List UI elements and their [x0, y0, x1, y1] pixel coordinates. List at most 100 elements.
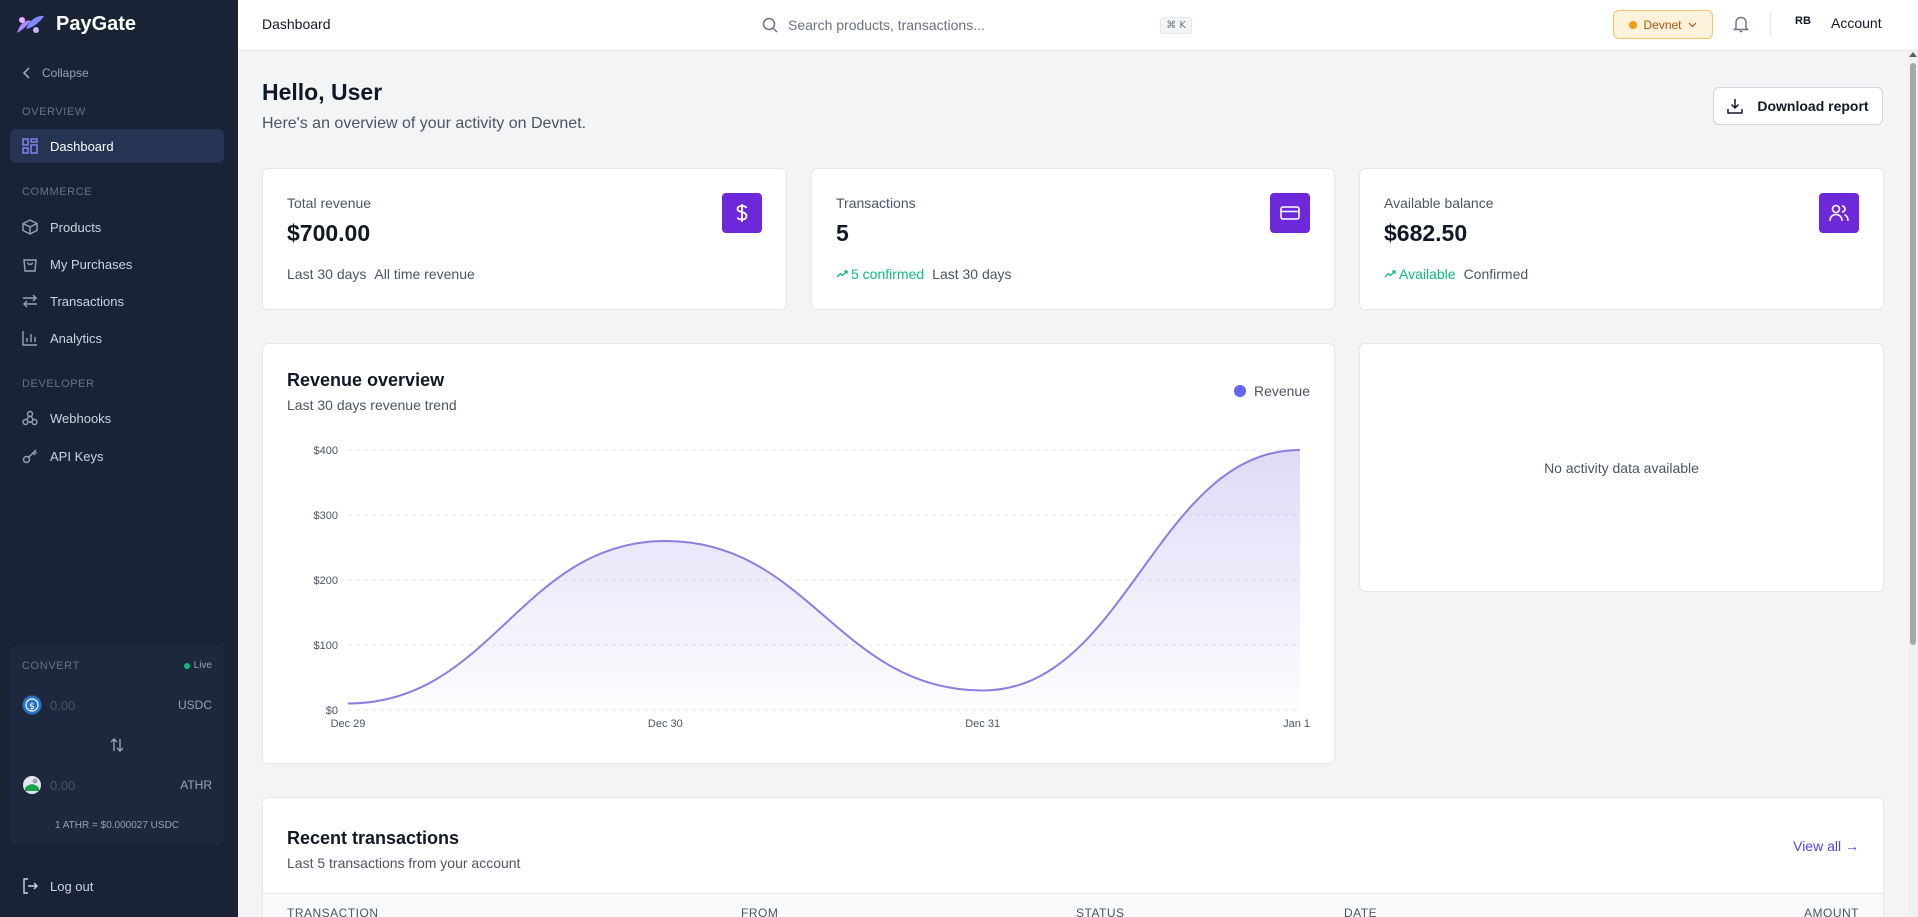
sidebar-item-label: Products — [50, 219, 102, 235]
network-dot-icon — [1629, 20, 1638, 29]
activity-empty-text: No activity data available — [1544, 460, 1699, 476]
stat-value: 5 — [836, 220, 849, 246]
sidebar-item-dashboard[interactable]: Dashboard — [10, 129, 224, 163]
revenue-area — [348, 450, 1300, 710]
column-header-amount[interactable]: AMOUNT — [1804, 906, 1859, 917]
logout-icon — [23, 878, 38, 894]
convert-to-amount[interactable]: 0.00 — [50, 777, 76, 793]
sidebar-item-label: Dashboard — [50, 138, 114, 154]
sidebar-item-label: Analytics — [50, 330, 103, 346]
sidebar-item-webhooks[interactable]: Webhooks — [10, 401, 224, 435]
logout-button[interactable]: Log out — [22, 878, 93, 894]
trending-up-icon — [1384, 270, 1396, 278]
svg-text:$: $ — [29, 702, 35, 712]
chart-legend: Revenue — [1233, 383, 1310, 399]
stat-label: Available balance — [1384, 195, 1494, 211]
live-status: Live — [183, 660, 212, 671]
stat-foot-primary: Last 30 days — [287, 266, 367, 282]
download-label: Download report — [1757, 98, 1869, 114]
stat-label: Transactions — [836, 195, 916, 211]
shopping-bag-icon — [23, 259, 37, 272]
transactions-subtitle: Last 5 transactions from your account — [287, 855, 521, 871]
stat-footer: Available Confirmed — [1384, 266, 1528, 282]
sidebar-item-products[interactable]: Products — [10, 210, 224, 244]
sidebar-item-transactions[interactable]: Transactions — [10, 284, 224, 318]
column-header-transaction[interactable]: TRANSACTION — [287, 906, 379, 917]
y-tick-label: $400 — [314, 445, 338, 457]
download-report-button[interactable]: Download report — [1713, 87, 1883, 125]
section-label-developer: DEVELOPER — [22, 378, 95, 390]
section-label-commerce: COMMERCE — [22, 186, 93, 198]
live-dot-icon — [183, 662, 190, 669]
notification-bell-icon[interactable] — [1733, 15, 1749, 33]
sidebar-item-analytics[interactable]: Analytics — [10, 321, 224, 355]
revenue-line — [347, 449, 1301, 705]
stat-icon-box — [1270, 193, 1310, 233]
activity-card: No activity data available — [1359, 343, 1884, 592]
trending-up-icon — [836, 270, 848, 278]
collapse-button[interactable]: Collapse — [22, 66, 89, 80]
y-tick-label: $200 — [314, 575, 338, 587]
stat-footer: Last 30 days All time revenue — [287, 266, 475, 282]
x-tick-label: Jan 1 — [1283, 718, 1310, 730]
convert-label: CONVERT — [22, 660, 80, 672]
stat-value: $682.50 — [1384, 220, 1468, 246]
x-tick-label: Dec 29 — [331, 718, 366, 730]
dashboard-icon — [22, 138, 38, 154]
avatar[interactable]: RB — [1795, 15, 1811, 27]
stat-label: Total revenue — [287, 195, 372, 211]
stat-foot-secondary: Last 30 days — [932, 266, 1012, 282]
stat-card-available-balance: Available balance $682.50 Available Conf… — [1359, 168, 1884, 310]
convert-to-row[interactable]: 0.00 ATHR — [22, 770, 212, 800]
download-icon — [1727, 99, 1744, 114]
search-input[interactable]: Search products, transactions... — [788, 17, 985, 33]
transactions-table-header: TRANSACTION FROM STATUS DATE AMOUNT — [263, 893, 1883, 917]
athr-coin-icon — [23, 776, 41, 794]
stat-foot-secondary: Confirmed — [1463, 266, 1529, 282]
view-all-link[interactable]: View all → — [1793, 838, 1859, 854]
chart-title: Revenue overview — [287, 370, 445, 390]
network-selector[interactable]: Devnet — [1613, 10, 1713, 39]
exchange-rate: 1 ATHR = $0.000027 USDC — [54, 820, 180, 831]
x-tick-label: Dec 30 — [648, 718, 683, 730]
column-header-from[interactable]: FROM — [741, 906, 779, 917]
sidebar-item-label: Webhooks — [50, 410, 112, 426]
dollar-icon — [736, 204, 748, 222]
convert-to-currency[interactable]: ATHR — [180, 778, 212, 792]
box-icon — [22, 219, 38, 235]
column-header-status[interactable]: STATUS — [1076, 906, 1125, 917]
chevron-left-icon — [22, 67, 30, 79]
recent-transactions-card: Recent transactions Last 5 transactions … — [262, 797, 1884, 917]
convert-from-row[interactable]: $ 0.00 USDC — [22, 690, 212, 720]
chart-subtitle: Last 30 days revenue trend — [287, 397, 457, 413]
chevron-down-icon — [1688, 22, 1696, 27]
brand[interactable]: PayGate — [14, 11, 136, 37]
search-bar[interactable]: Search products, transactions... ⌘ K — [762, 14, 1192, 36]
stat-card-total-revenue: Total revenue $700.00 Last 30 days All t… — [262, 168, 787, 310]
swap-icon[interactable] — [110, 737, 124, 753]
search-icon — [762, 17, 778, 33]
sidebar-item-label: API Keys — [50, 448, 104, 464]
convert-from-currency[interactable]: USDC — [177, 698, 212, 712]
paygate-logo-icon — [17, 15, 44, 33]
users-icon — [1829, 204, 1849, 222]
stat-icon-box — [1819, 193, 1859, 233]
stat-foot-primary-wrap: Available — [1384, 266, 1456, 282]
stat-foot-primary: 5 confirmed — [851, 266, 925, 282]
account-menu[interactable]: Account — [1831, 15, 1882, 31]
sidebar-item-my-purchases[interactable]: My Purchases — [10, 247, 224, 281]
network-label: Devnet — [1643, 17, 1682, 32]
x-tick-label: Dec 31 — [965, 718, 1000, 730]
scroll-up-arrow-icon[interactable] — [1909, 52, 1917, 57]
page-scrollbar[interactable] — [1908, 51, 1918, 917]
scrollbar-thumb[interactable] — [1910, 63, 1916, 645]
stat-footer: 5 confirmed Last 30 days — [836, 266, 1012, 282]
credit-card-icon — [1280, 206, 1300, 220]
stat-foot-primary-wrap: 5 confirmed — [836, 266, 924, 282]
collapse-label: Collapse — [42, 66, 89, 80]
topbar-divider — [1770, 12, 1771, 36]
stat-foot-primary: Available — [1399, 266, 1456, 282]
sidebar-item-api-keys[interactable]: API Keys — [10, 439, 224, 473]
convert-from-amount[interactable]: 0.00 — [50, 697, 76, 713]
column-header-date[interactable]: DATE — [1344, 906, 1378, 917]
